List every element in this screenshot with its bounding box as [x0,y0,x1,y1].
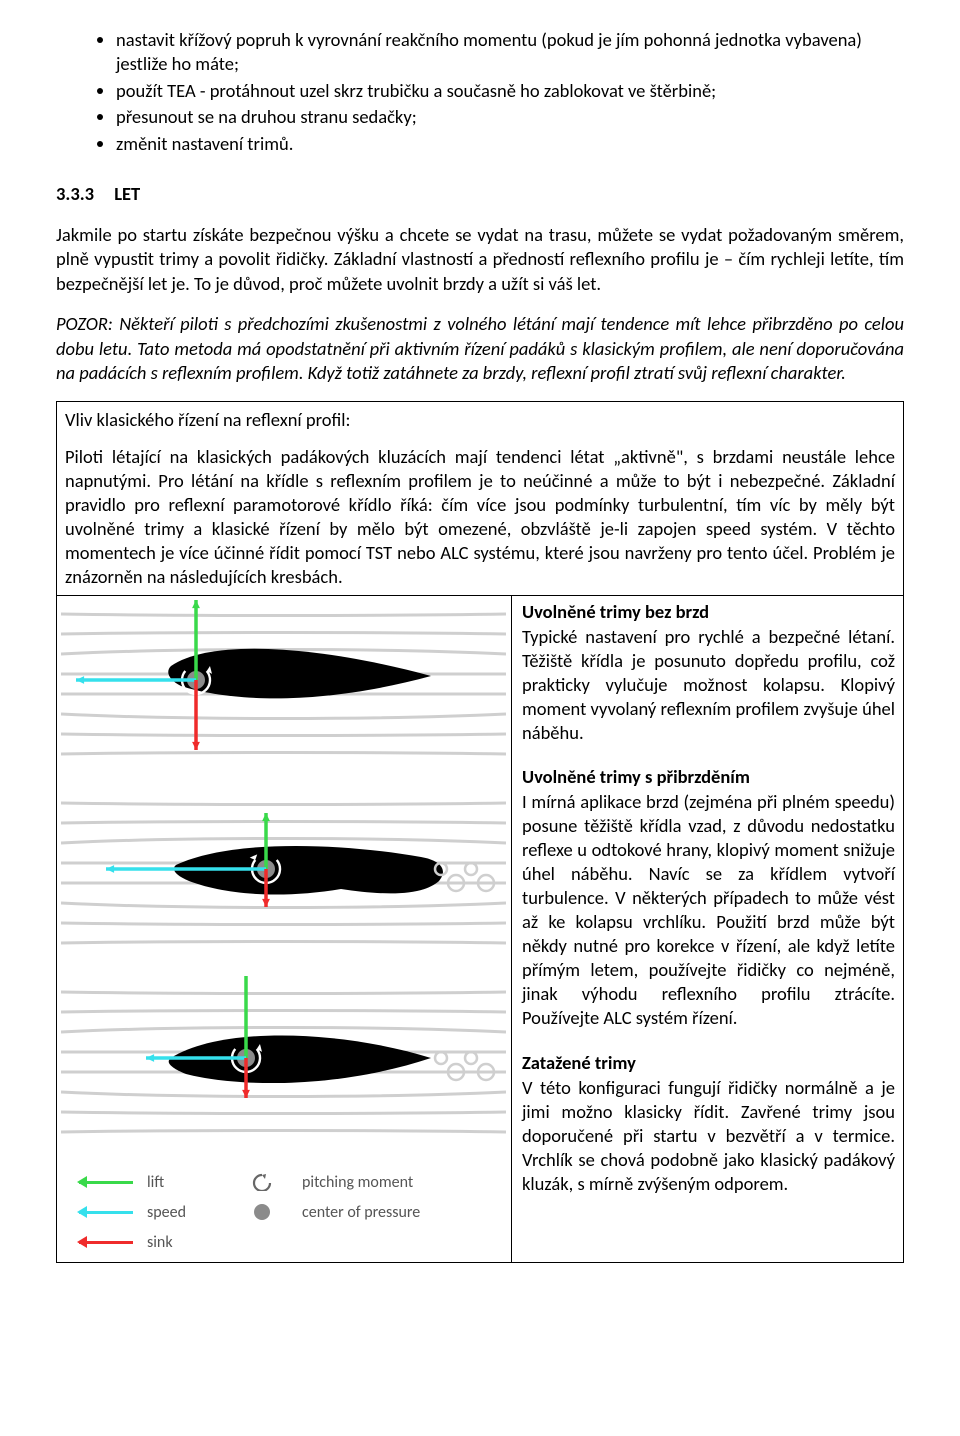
document-page: nastavit křížový popruh k vyrovnání reak… [0,0,960,1291]
center-of-pressure-icon [254,1204,270,1220]
legend-label: sink [147,1233,173,1252]
info-box-title: Vliv klasického řízení na reflexní profi… [65,408,895,432]
info-box-body: Piloti létající na klasických padákových… [65,445,895,589]
desc-block-2: Uvolněné trimy s přibrzděním I mírná apl… [522,765,895,1030]
desc-text: I mírná aplikace brzd (zejména při plném… [522,790,895,1030]
legend-item-cop: center of pressure [234,1203,420,1222]
legend-item-speed: speed [79,1203,186,1222]
legend-label: speed [147,1203,186,1222]
info-box: Vliv klasického řízení na reflexní profi… [56,401,904,1262]
desc-heading: Zatažené trimy [522,1051,895,1074]
section-number: 3.3.3 [56,182,110,205]
sink-arrow-icon [79,1241,133,1244]
info-box-bottom: lift speed sink [57,596,903,1262]
diagram-legend: lift speed sink [61,1165,507,1252]
legend-label: pitching moment [302,1173,413,1192]
legend-item-lift: lift [79,1173,186,1192]
info-box-top: Vliv klasického řízení na reflexní profi… [57,402,903,595]
bullet-item: nastavit křížový popruh k vyrovnání reak… [116,28,904,77]
bullet-item: použít TEA - protáhnout uzel skrz trubič… [116,79,904,103]
desc-block-1: Uvolněné trimy bez brzd Typické nastaven… [522,600,895,745]
legend-col-right: pitching moment center of pressure [234,1173,420,1252]
pitching-moment-icon [234,1173,288,1191]
diagram-column: lift speed sink [57,596,512,1262]
legend-label: center of pressure [302,1203,420,1222]
bullet-item: změnit nastavení trimů. [116,132,904,156]
bullet-list: nastavit křížový popruh k vyrovnání reak… [56,28,904,156]
airfoil-diagram-1 [61,598,507,773]
legend-item-pitching: pitching moment [234,1173,420,1192]
bullet-item: přesunout se na druhou stranu sedačky; [116,105,904,129]
desc-text: V této konfiguraci fungují řidičky normá… [522,1076,895,1196]
legend-label: lift [147,1173,164,1192]
paragraph-warning: POZOR: Někteří piloti s předchozími zkuš… [56,312,904,385]
lift-arrow-icon [79,1181,133,1184]
desc-heading: Uvolněné trimy s přibrzděním [522,765,895,788]
legend-col-left: lift speed sink [79,1173,186,1252]
section-title: LET [114,182,140,205]
desc-block-3: Zatažené trimy V této konfiguraci funguj… [522,1051,895,1196]
paragraph: Jakmile po startu získáte bezpečnou výšk… [56,223,904,296]
airfoil-diagram-3 [61,976,507,1151]
airfoil-diagram-2 [61,787,507,962]
description-column: Uvolněné trimy bez brzd Typické nastaven… [512,596,903,1262]
desc-heading: Uvolněné trimy bez brzd [522,600,895,623]
speed-arrow-icon [79,1211,133,1214]
desc-text: Typické nastavení pro rychlé a bezpečné … [522,625,895,745]
legend-item-sink: sink [79,1233,186,1252]
section-heading: 3.3.3 LET [56,182,904,205]
